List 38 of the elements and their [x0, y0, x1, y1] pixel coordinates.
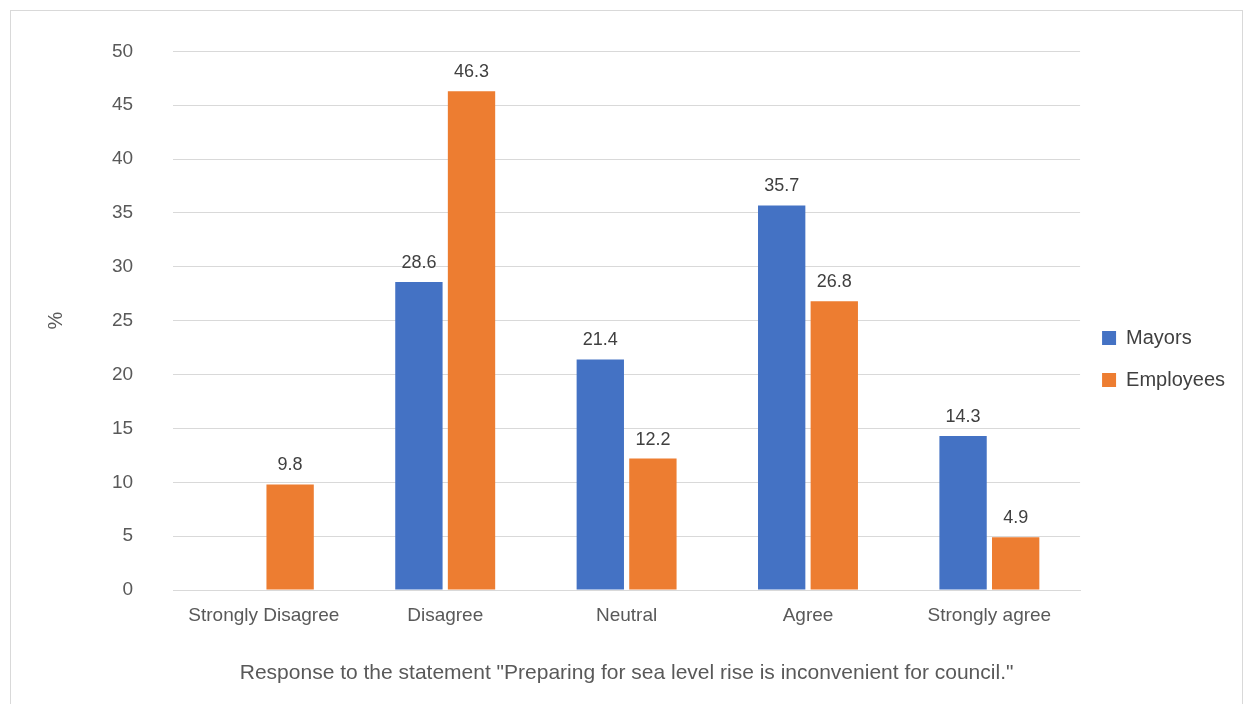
bar — [992, 537, 1040, 590]
y-tick-label: 30 — [111, 255, 134, 277]
bar — [939, 435, 987, 590]
data-label: 4.9 — [1003, 507, 1029, 528]
data-label: 9.8 — [277, 454, 303, 475]
y-axis-title: % — [43, 311, 66, 330]
bar — [447, 91, 496, 590]
x-tick-label: Disagree — [407, 603, 484, 625]
y-tick-label: 50 — [111, 39, 134, 61]
data-label: 12.2 — [635, 428, 671, 449]
y-tick-label: 25 — [111, 308, 134, 330]
y-tick-label: 0 — [122, 578, 134, 600]
data-label: 35.7 — [764, 175, 800, 196]
y-tick-label: 5 — [122, 524, 134, 546]
x-tick-label: Strongly Disagree — [188, 603, 340, 625]
data-label: 21.4 — [582, 329, 618, 350]
legend-label: Mayors — [1126, 325, 1192, 348]
data-label: 46.3 — [453, 61, 490, 82]
y-tick-label: 45 — [111, 93, 134, 115]
y-tick-label: 15 — [111, 416, 134, 438]
y-tick-label: 10 — [111, 470, 134, 492]
legend-label: Employees — [1126, 367, 1225, 390]
x-tick-label: Strongly agree — [927, 603, 1052, 625]
bar — [395, 281, 443, 590]
y-tick-label: 35 — [111, 201, 134, 223]
bar — [576, 359, 624, 590]
x-axis-title: Response to the statement "Preparing for sea level rise is inconvenient for council." — [239, 660, 1014, 684]
bar — [266, 484, 314, 590]
data-label: 26.8 — [816, 271, 852, 292]
data-label: 28.6 — [401, 251, 437, 272]
bar — [629, 458, 677, 590]
y-tick-label: 40 — [111, 147, 134, 169]
x-tick-label: Agree — [782, 603, 834, 625]
bar — [810, 301, 858, 590]
y-tick-label: 20 — [111, 362, 134, 384]
data-label: 14.3 — [945, 405, 981, 426]
x-tick-label: Neutral — [595, 603, 658, 625]
bar — [758, 205, 806, 590]
